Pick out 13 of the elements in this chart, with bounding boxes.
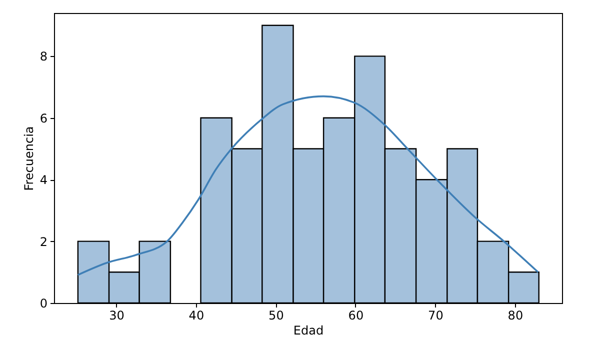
x-tick-label: 40 — [188, 308, 204, 322]
x-axis-title: Edad — [293, 324, 324, 338]
y-axis-title: Frecuencia — [22, 126, 36, 191]
y-tick-label: 0 — [40, 296, 48, 310]
y-tick-label: 8 — [40, 50, 48, 64]
y-tick-label: 2 — [40, 234, 48, 249]
y-tick-label: 6 — [40, 111, 48, 126]
x-tick-label: 80 — [508, 308, 524, 322]
x-tick-label: 70 — [428, 308, 444, 322]
x-tick-label: 30 — [109, 308, 124, 322]
y-tick-label: 4 — [40, 173, 48, 188]
x-tick-label: 50 — [268, 308, 284, 322]
x-tick-label: 60 — [348, 308, 364, 322]
